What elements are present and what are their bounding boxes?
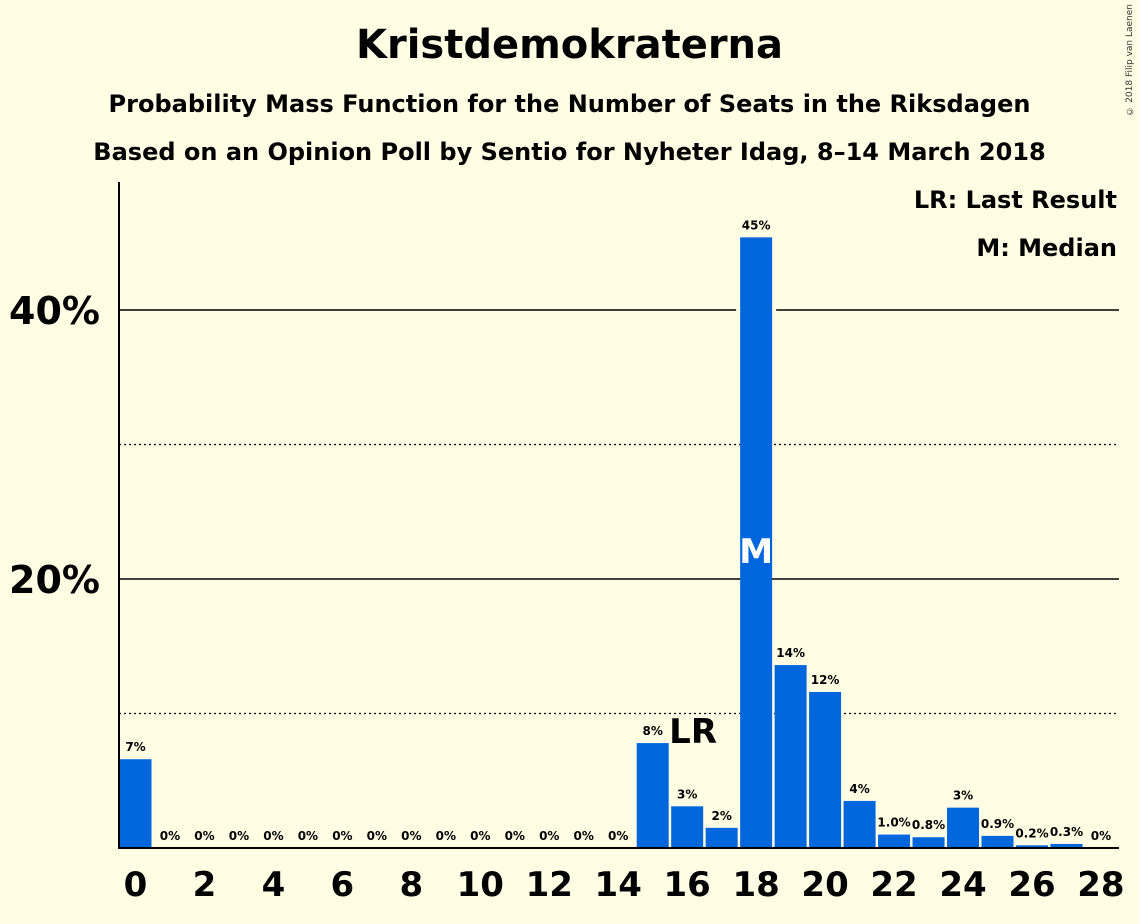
bar-value-label: 0% xyxy=(332,829,352,843)
chart-title: Kristdemokraterna xyxy=(355,22,784,68)
bar-seat-26 xyxy=(1015,845,1048,848)
bar-value-label: 3% xyxy=(953,789,973,803)
bar-seat-19 xyxy=(774,665,807,848)
chart-subtitle-poll: Based on an Opinion Poll by Sentio for N… xyxy=(93,138,1046,166)
bar-value-label: 0.8% xyxy=(912,818,945,832)
legend-last-result: LR: Last Result xyxy=(913,186,1117,214)
bar-seat-27 xyxy=(1050,843,1083,848)
median-marker: M xyxy=(739,532,773,572)
y-tick-label: 40% xyxy=(9,289,100,333)
bar-seat-18 xyxy=(740,237,773,848)
bar-value-label: 14% xyxy=(776,646,805,660)
bar-value-label: 4% xyxy=(849,782,869,796)
chart-subtitle: Probability Mass Function for the Number… xyxy=(108,90,1031,118)
x-tick-label: 14 xyxy=(595,865,642,905)
bar-value-label: 0% xyxy=(608,829,628,843)
bar-value-label: 0% xyxy=(229,829,249,843)
x-tick-label: 10 xyxy=(457,865,504,905)
bar-value-label: 0% xyxy=(194,829,214,843)
x-tick-label: 12 xyxy=(526,865,573,905)
gridline-gap-right xyxy=(772,308,777,312)
x-tick-label: 6 xyxy=(331,865,355,905)
bar-seat-16 xyxy=(671,806,704,848)
x-tick-label: 18 xyxy=(732,865,779,905)
bar-value-label: 7% xyxy=(125,740,145,754)
bar-seat-22 xyxy=(878,834,911,848)
bar-value-label: 0.2% xyxy=(1015,826,1048,840)
bar-seat-25 xyxy=(981,835,1014,848)
x-tick-label: 4 xyxy=(262,865,286,905)
bar-seat-17 xyxy=(705,827,738,848)
bar-value-label: 0% xyxy=(436,829,456,843)
bar-value-label: 0% xyxy=(505,829,525,843)
bar-value-label: 1.0% xyxy=(877,816,910,830)
bar-value-label: 0.3% xyxy=(1050,825,1083,839)
x-tick-label: 8 xyxy=(400,865,424,905)
x-tick-label: 20 xyxy=(801,865,848,905)
y-tick-label: 20% xyxy=(9,558,100,602)
bar-value-label: 3% xyxy=(677,787,697,801)
bar-value-label: 0% xyxy=(298,829,318,843)
x-tick-label: 24 xyxy=(939,865,986,905)
bar-value-label: 0% xyxy=(574,829,594,843)
bar-value-label: 0% xyxy=(1091,829,1111,843)
x-tick-label: 16 xyxy=(664,865,711,905)
bar-value-label: 0% xyxy=(367,829,387,843)
legend-median: M: Median xyxy=(976,234,1117,262)
x-tick-label: 26 xyxy=(1008,865,1055,905)
bar-value-label: 0% xyxy=(263,829,283,843)
x-tick-label: 2 xyxy=(193,865,217,905)
bar-value-label: 0% xyxy=(470,829,490,843)
bar-value-label: 0% xyxy=(160,829,180,843)
bar-seat-24 xyxy=(947,807,980,848)
last-result-marker: LR xyxy=(669,712,717,752)
bar-value-label: 0% xyxy=(401,829,421,843)
x-tick-label: 28 xyxy=(1077,865,1124,905)
bar-seat-15 xyxy=(636,743,669,848)
x-tick-label: 0 xyxy=(124,865,148,905)
bar-seat-21 xyxy=(843,800,876,848)
bar-value-label: 0% xyxy=(539,829,559,843)
bar-value-label: 8% xyxy=(643,724,663,738)
bar-value-label: 2% xyxy=(711,809,731,823)
bar-seat-0 xyxy=(119,759,152,848)
x-tick-label: 22 xyxy=(870,865,917,905)
bar-value-label: 12% xyxy=(811,673,840,687)
bar-value-label: 45% xyxy=(742,218,771,232)
bar-seat-20 xyxy=(809,691,842,848)
bar-value-label: 0.9% xyxy=(981,817,1014,831)
gridline-gap-left xyxy=(736,308,741,312)
bar-seat-23 xyxy=(912,837,945,848)
